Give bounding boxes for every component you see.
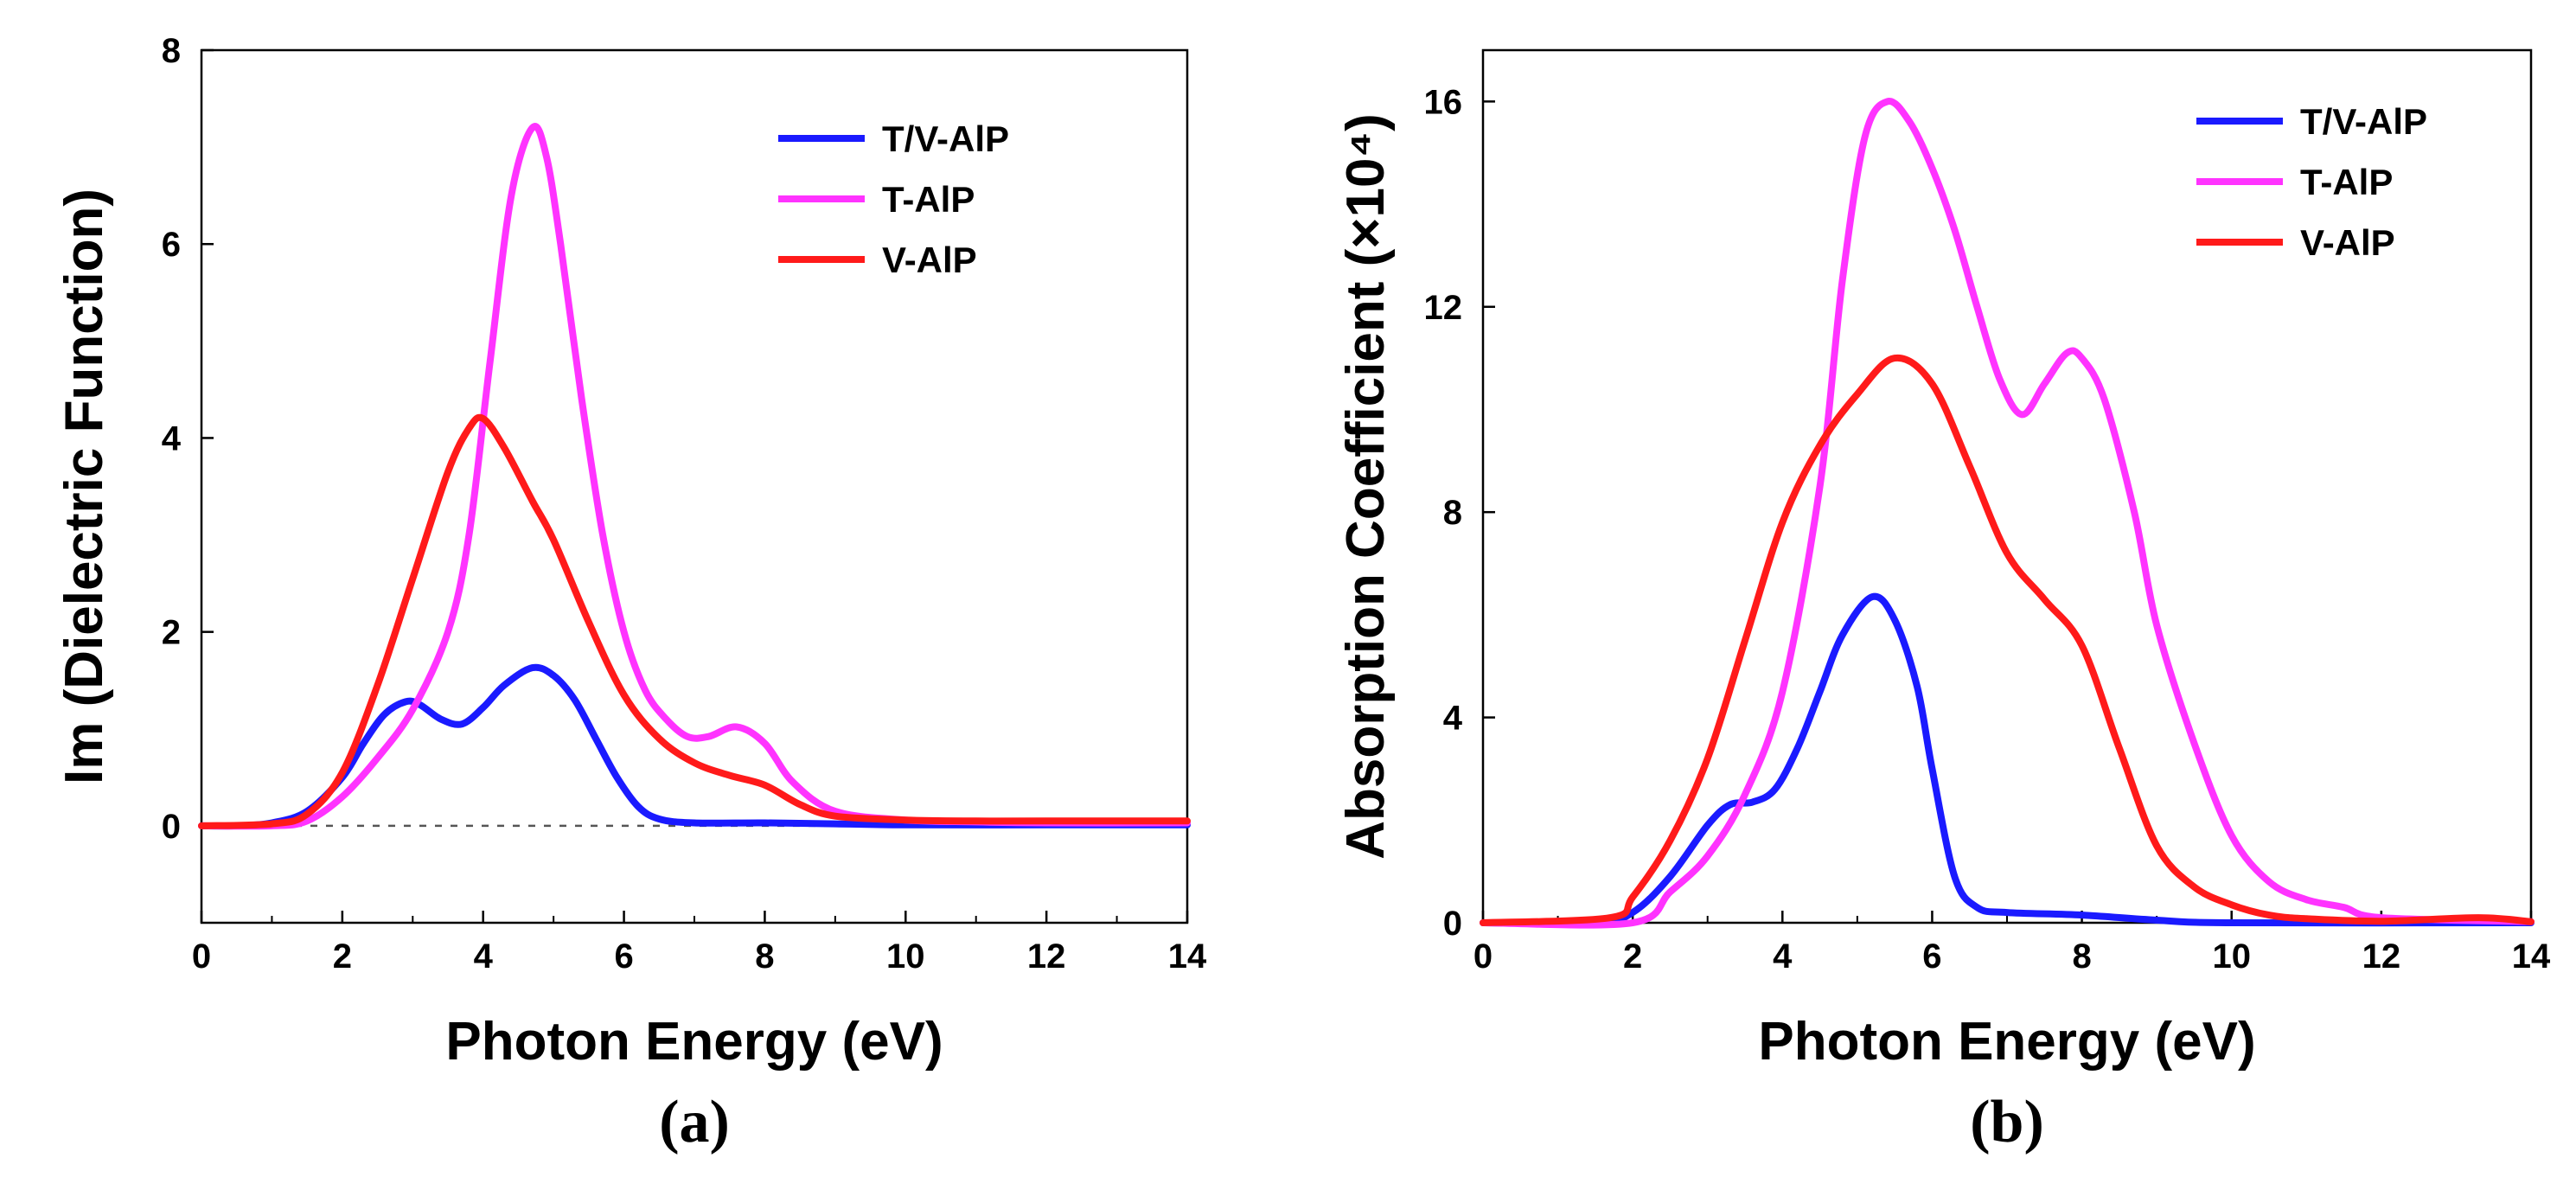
x-tick-label: 2	[1623, 937, 1642, 976]
legend-label: T/V-AlP	[882, 118, 1009, 159]
x-tick-label: 12	[2362, 937, 2401, 976]
x-tick-label: 4	[474, 937, 494, 976]
series-line-v-alp	[198, 413, 1191, 829]
x-tick-label: 8	[755, 937, 774, 976]
x-tick-label: 0	[1473, 937, 1493, 976]
y-tick-label: 2	[162, 614, 181, 652]
y-tick-label: 8	[1443, 494, 1462, 532]
legend-label: T/V-AlP	[2300, 101, 2427, 142]
chart-panel-b: 0 2 4 6 8 10 12 14 0 4 8 12 16 T/V-AlP T-AlP V-AlP Photo…	[1336, 48, 2551, 1155]
y-tick-label: 8	[162, 32, 181, 70]
chart-panel-a: 0 2 4 6 8 10 12 14 0 2 4 6 8 T/V-AlP T-AlP V-AlP Photon …	[54, 32, 1207, 1155]
panel-label: (b)	[1970, 1089, 2044, 1155]
y-tick-label: 12	[1424, 289, 1463, 327]
legend-label: T-AlP	[882, 179, 975, 220]
x-tick-label: 6	[1922, 937, 1941, 976]
y-tick-label: 16	[1424, 83, 1463, 121]
x-tick-label: 14	[1168, 937, 1207, 976]
x-tick-label: 10	[2212, 937, 2251, 976]
x-tick-label: 2	[333, 937, 352, 976]
series-line-t-v-alp	[1480, 592, 2534, 927]
series-line-t-v-alp	[198, 663, 1191, 830]
x-axis-label: Photon Energy (eV)	[445, 1012, 943, 1072]
y-axis-label: Absorption Coefficient (×10⁴)	[1336, 113, 1396, 860]
legend-label: V-AlP	[2300, 222, 2395, 263]
x-tick-label: 6	[614, 937, 633, 976]
y-tick-label: 0	[162, 808, 181, 846]
y-tick-label: 4	[162, 419, 182, 457]
series-line-t-alp	[198, 123, 1191, 830]
x-tick-label: 14	[2512, 937, 2551, 976]
y-tick-label: 4	[1443, 700, 1463, 738]
y-tick-label: 0	[1443, 905, 1462, 943]
x-tick-label: 4	[1773, 937, 1793, 976]
y-tick-label: 6	[162, 226, 181, 264]
x-axis-label: Photon Energy (eV)	[1758, 1012, 2255, 1072]
legend-label: V-AlP	[882, 240, 977, 280]
x-tick-label: 8	[2072, 937, 2091, 976]
y-axis-label: Im (Dielectric Function)	[54, 189, 114, 784]
series-line-v-alp	[1480, 354, 2534, 926]
x-tick-label: 0	[192, 937, 211, 976]
series-line-t-alp	[1480, 98, 2534, 929]
legend-label: T-AlP	[2300, 162, 2393, 202]
panel-label: (a)	[659, 1089, 730, 1155]
x-tick-label: 10	[886, 937, 925, 976]
x-tick-label: 12	[1027, 937, 1066, 976]
